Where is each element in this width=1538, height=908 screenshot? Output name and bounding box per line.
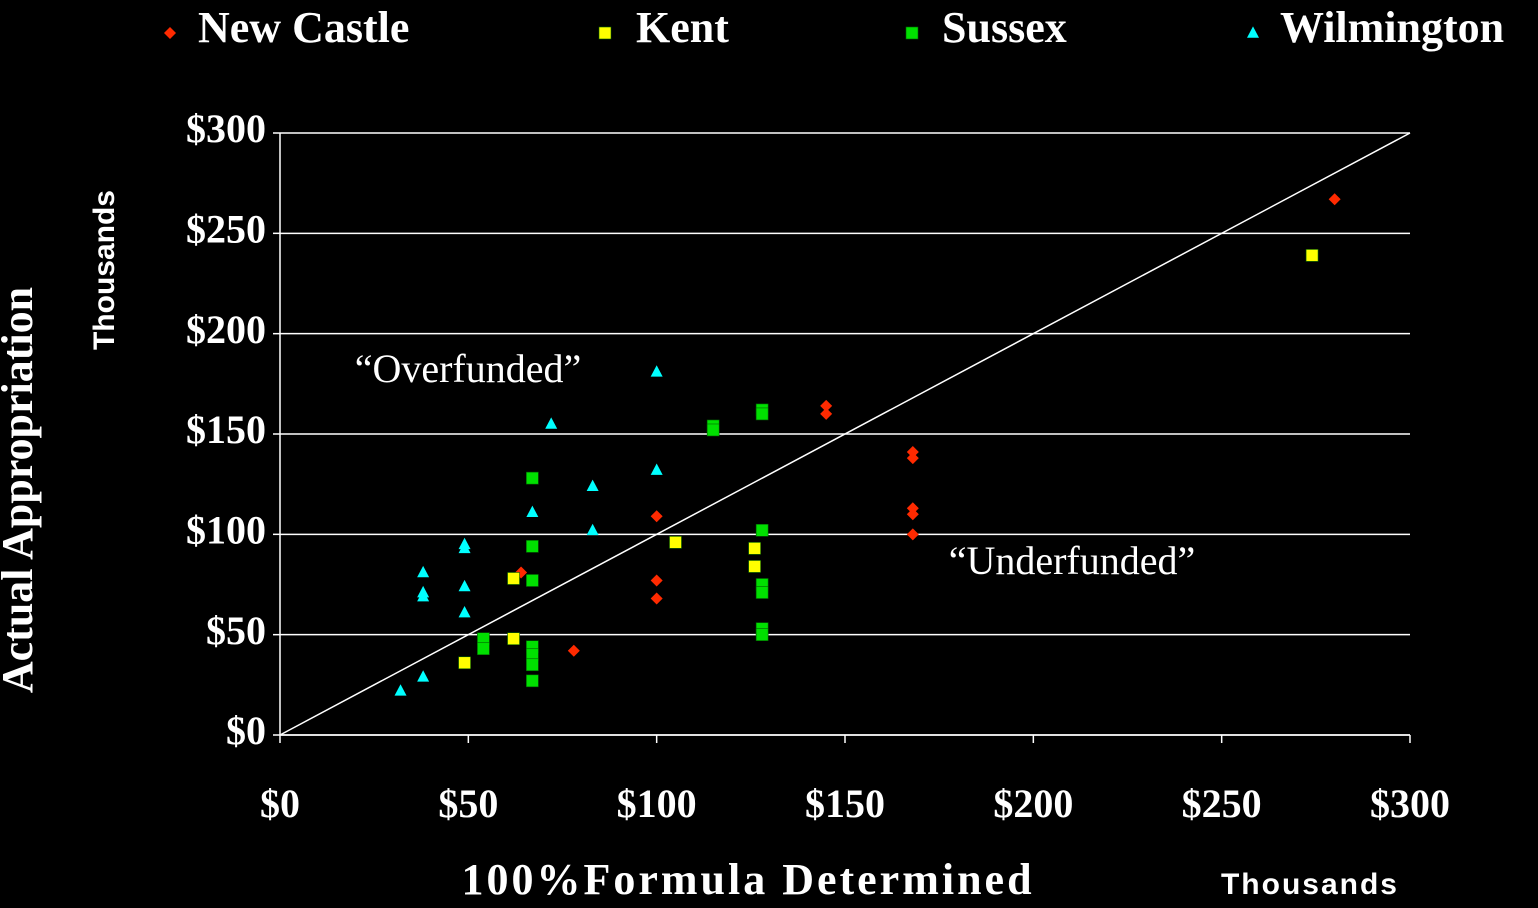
point xyxy=(526,471,539,485)
point xyxy=(417,565,430,578)
y-axis-label: Actual Appropriation xyxy=(0,287,42,693)
point xyxy=(507,572,520,585)
point xyxy=(755,586,769,599)
point xyxy=(906,528,919,541)
legend-marker xyxy=(1247,26,1259,38)
y-tick-label: $50 xyxy=(206,608,266,653)
x-axis-unit: Thousands xyxy=(1221,868,1399,901)
point xyxy=(755,407,769,421)
legend-label: Kent xyxy=(636,3,729,52)
y-tick-label: $150 xyxy=(186,407,266,452)
point xyxy=(458,656,471,670)
y-tick-label: $200 xyxy=(186,307,266,352)
point xyxy=(526,574,539,587)
y-tick-label: $0 xyxy=(226,708,266,753)
point xyxy=(526,505,539,518)
point xyxy=(706,423,720,437)
point xyxy=(755,524,769,537)
y-tick-label: $100 xyxy=(186,508,266,553)
point xyxy=(417,670,430,682)
point xyxy=(669,536,682,549)
x-tick-label: $0 xyxy=(260,781,300,826)
x-tick-label: $50 xyxy=(438,781,498,826)
x-tick-label: $300 xyxy=(1370,781,1450,826)
point xyxy=(1328,193,1341,206)
point xyxy=(755,628,769,641)
point xyxy=(417,589,430,602)
x-tick-label: $150 xyxy=(805,781,885,826)
x-axis-label: 100%Formula Determined xyxy=(461,855,1034,904)
annotation: “Underfunded” xyxy=(949,538,1196,583)
point xyxy=(507,632,520,645)
legend-marker xyxy=(598,26,612,40)
point xyxy=(567,644,580,657)
legend-marker xyxy=(164,27,176,39)
point xyxy=(650,365,663,377)
point xyxy=(526,674,539,688)
point xyxy=(586,479,599,491)
point xyxy=(748,542,761,555)
point xyxy=(650,574,663,587)
x-tick-label: $250 xyxy=(1182,781,1262,826)
point xyxy=(650,463,663,475)
point xyxy=(906,508,919,521)
point xyxy=(394,684,407,696)
point xyxy=(477,642,490,656)
legend-marker xyxy=(905,26,919,40)
point xyxy=(526,658,539,672)
legend-label: New Castle xyxy=(198,3,409,52)
point xyxy=(458,605,471,618)
point xyxy=(1305,249,1319,262)
point xyxy=(586,523,599,536)
y-axis-unit: Thousands xyxy=(88,190,121,350)
x-tick-label: $100 xyxy=(617,781,697,826)
legend-label: Wilmington xyxy=(1280,3,1504,52)
y-tick-label: $300 xyxy=(186,106,266,151)
point xyxy=(545,417,558,429)
x-tick-label: $200 xyxy=(993,781,1073,826)
legend-label: Sussex xyxy=(942,3,1067,52)
point xyxy=(820,399,833,412)
point xyxy=(906,502,919,515)
annotation: “Overfunded” xyxy=(355,346,582,391)
y-tick-label: $250 xyxy=(186,207,266,252)
point xyxy=(650,510,663,523)
point xyxy=(748,560,761,573)
point xyxy=(906,452,919,465)
diagonal-line xyxy=(279,132,1411,736)
point xyxy=(650,592,663,605)
point xyxy=(820,407,833,420)
point xyxy=(458,541,471,554)
point xyxy=(526,540,539,553)
point xyxy=(906,446,919,459)
point xyxy=(458,579,471,592)
